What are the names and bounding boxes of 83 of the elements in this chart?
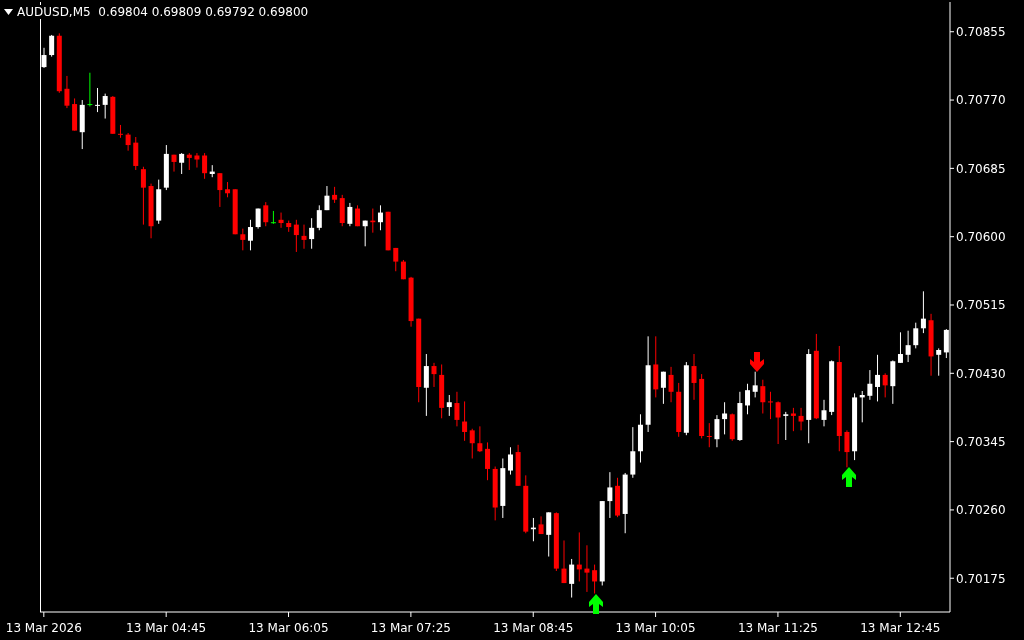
- x-tick-label: 13 Mar 2026: [5, 621, 82, 635]
- x-tick-label: 13 Mar 07:25: [370, 621, 451, 635]
- x-tick-label: 13 Mar 08:45: [493, 621, 574, 635]
- candlestick: [783, 411, 789, 441]
- y-tick-label: 0.70260: [956, 503, 1006, 518]
- candlestick: [454, 391, 460, 427]
- candlestick: [485, 441, 491, 481]
- candlestick: [905, 330, 911, 363]
- candlestick: [293, 219, 299, 253]
- candlestick: [194, 152, 200, 169]
- candlestick: [630, 426, 636, 479]
- candlestick: [217, 172, 223, 208]
- candlestick: [270, 210, 276, 225]
- y-tick-label: 0.70770: [956, 93, 1006, 108]
- candlestick: [714, 414, 720, 448]
- x-tick-label: 13 Mar 11:25: [737, 621, 818, 635]
- candlestick: [278, 212, 284, 229]
- candlestick: [920, 290, 926, 334]
- y-tick-label: 0.70175: [956, 571, 1006, 586]
- candlestick: [767, 391, 773, 420]
- candlestick: [423, 353, 429, 417]
- candlestick: [897, 331, 903, 364]
- candlestick: [844, 429, 850, 468]
- candlestick: [745, 383, 751, 415]
- candlestick: [668, 366, 674, 403]
- y-tick-label: 0.70515: [956, 298, 1006, 313]
- candlestick: [706, 422, 712, 448]
- candlestick: [790, 407, 796, 432]
- candlestick: [324, 185, 330, 211]
- candlestick: [316, 204, 322, 231]
- candlestick: [431, 362, 437, 388]
- y-tick-label: 0.70855: [956, 25, 1006, 39]
- y-tick-label: 0.70345: [956, 434, 1006, 449]
- candlestick: [301, 224, 307, 250]
- candlestick: [117, 124, 123, 139]
- candlestick: [760, 379, 766, 414]
- candlestick: [561, 539, 567, 584]
- candlestick: [240, 228, 246, 251]
- candlestick: [133, 136, 139, 171]
- candlestick: [102, 93, 108, 120]
- y-tick-label: 0.70685: [956, 161, 1006, 176]
- x-tick-label: 13 Mar 04:45: [126, 621, 207, 635]
- candlestick: [377, 204, 383, 231]
- candlestick: [49, 34, 55, 58]
- candlestick: [446, 394, 452, 417]
- candlestick: [913, 322, 919, 349]
- x-tick-label: 13 Mar 06:05: [248, 621, 329, 635]
- candlestick: [546, 511, 552, 558]
- candlestick: [607, 471, 613, 519]
- candlestick: [263, 201, 269, 227]
- x-tick-label: 13 Mar 10:05: [615, 621, 696, 635]
- candlestick: [247, 219, 253, 251]
- candlestick: [775, 400, 781, 445]
- x-tick-label: 13 Mar 12:45: [860, 621, 941, 635]
- candlestick: [469, 428, 475, 459]
- candlestick: [752, 371, 758, 398]
- candlestick: [171, 154, 177, 173]
- candlestick: [202, 152, 208, 180]
- candlestick: [477, 425, 483, 453]
- y-tick-label: 0.70600: [956, 229, 1006, 244]
- candlestick: [722, 401, 728, 435]
- candlestick: [569, 558, 575, 599]
- candlestick: [592, 564, 598, 595]
- candlestick: [691, 353, 697, 401]
- candlestick: [179, 152, 185, 175]
- candlestick: [584, 544, 590, 593]
- candlestick: [95, 87, 101, 113]
- candlestick: [660, 371, 666, 405]
- candlestick: [347, 202, 353, 227]
- candlestick: [882, 372, 888, 398]
- candlestick: [821, 399, 827, 427]
- y-tick-label: 0.70430: [956, 366, 1006, 381]
- candlestick: [64, 75, 70, 109]
- candlestick: [936, 347, 942, 377]
- candlestick: [798, 407, 804, 431]
- candlestick: [87, 72, 93, 107]
- candlestick: [875, 354, 881, 402]
- candlestick: [462, 400, 468, 442]
- candlestick: [507, 446, 513, 476]
- candlestick: [309, 217, 315, 250]
- chart-title: AUDUSD,M5 0.69804 0.69809 0.69792 0.69800: [17, 5, 313, 19]
- candlestick: [140, 166, 146, 226]
- candlestick: [867, 369, 873, 401]
